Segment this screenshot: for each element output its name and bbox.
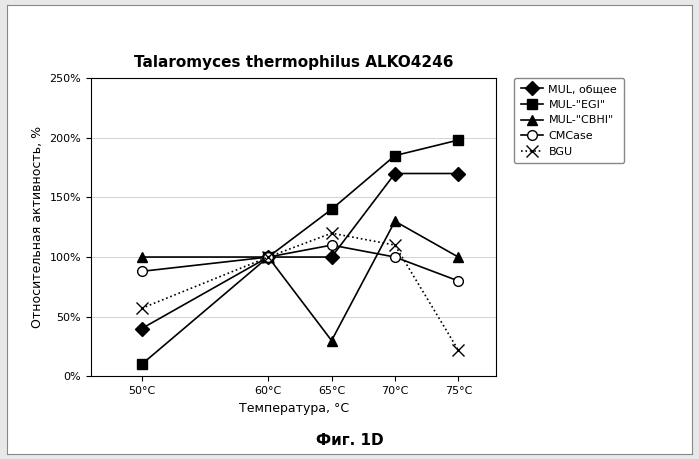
MUL, общее	[391, 171, 399, 176]
MUL-"EGI"	[137, 362, 145, 367]
CMCase	[264, 254, 273, 260]
Line: MUL, общее: MUL, общее	[137, 168, 463, 334]
MUL, общее	[327, 254, 336, 260]
Line: MUL-"CBHI": MUL-"CBHI"	[137, 216, 463, 346]
Line: CMCase: CMCase	[137, 240, 463, 286]
MUL-"CBHI"	[454, 254, 463, 260]
BGU	[391, 242, 399, 248]
MUL, общее	[137, 326, 145, 331]
Title: Talaromyces thermophilus ALKO4246: Talaromyces thermophilus ALKO4246	[134, 55, 454, 70]
BGU	[454, 347, 463, 353]
Line: BGU: BGU	[136, 228, 464, 356]
Y-axis label: Относительная активность, %: Относительная активность, %	[31, 126, 44, 328]
CMCase	[391, 254, 399, 260]
CMCase	[454, 278, 463, 284]
MUL-"EGI"	[327, 207, 336, 212]
MUL-"CBHI"	[391, 218, 399, 224]
Text: Фиг. 1D: Фиг. 1D	[316, 433, 383, 448]
MUL, общее	[264, 254, 273, 260]
BGU	[327, 230, 336, 236]
MUL, общее	[454, 171, 463, 176]
MUL-"EGI"	[391, 153, 399, 158]
CMCase	[137, 269, 145, 274]
MUL-"CBHI"	[327, 338, 336, 343]
CMCase	[327, 242, 336, 248]
MUL-"CBHI"	[137, 254, 145, 260]
BGU	[264, 254, 273, 260]
MUL-"EGI"	[454, 137, 463, 143]
MUL-"CBHI"	[264, 254, 273, 260]
Line: MUL-"EGI": MUL-"EGI"	[137, 135, 463, 369]
BGU	[137, 306, 145, 311]
Legend: MUL, общее, MUL-"EGI", MUL-"CBHI", CMCase, BGU: MUL, общее, MUL-"EGI", MUL-"CBHI", CMCas…	[514, 78, 624, 163]
X-axis label: Температура, °C: Температура, °C	[238, 402, 349, 414]
MUL-"EGI"	[264, 254, 273, 260]
